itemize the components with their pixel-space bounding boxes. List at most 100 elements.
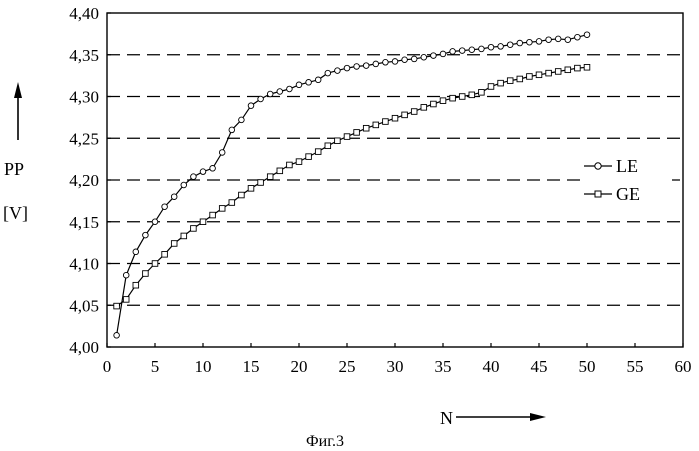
data-point-le bbox=[162, 204, 168, 210]
data-point-le bbox=[575, 34, 581, 40]
data-point-ge bbox=[392, 115, 398, 121]
data-point-le bbox=[143, 232, 149, 238]
data-point-le bbox=[431, 53, 437, 59]
x-tick-label: 0 bbox=[103, 357, 112, 376]
x-tick-label: 60 bbox=[675, 357, 692, 376]
data-point-le bbox=[133, 249, 139, 255]
data-point-le bbox=[248, 103, 254, 109]
data-point-le bbox=[469, 47, 475, 53]
data-point-le bbox=[517, 40, 523, 46]
data-point-le bbox=[200, 169, 206, 175]
x-tick-label: 40 bbox=[483, 357, 500, 376]
x-tick-label: 25 bbox=[339, 357, 356, 376]
data-point-le bbox=[229, 127, 235, 133]
y-tick-label: 4,30 bbox=[69, 88, 99, 107]
x-axis-label-group: N bbox=[440, 408, 546, 428]
data-point-le bbox=[498, 44, 504, 50]
data-point-ge bbox=[450, 95, 456, 101]
data-point-ge bbox=[431, 101, 437, 107]
data-point-ge bbox=[191, 226, 197, 232]
data-point-le bbox=[527, 39, 533, 45]
data-point-ge bbox=[527, 74, 533, 80]
data-point-ge bbox=[565, 67, 571, 73]
data-point-ge bbox=[171, 241, 177, 247]
data-point-le bbox=[287, 86, 293, 92]
x-axis-ticks: 051015202530354045505560 bbox=[103, 343, 692, 376]
data-point-le bbox=[191, 174, 197, 180]
y-axis-arrow-head bbox=[14, 82, 22, 98]
data-point-ge bbox=[287, 162, 293, 168]
data-point-ge bbox=[325, 143, 331, 149]
data-point-ge bbox=[152, 261, 158, 267]
data-point-le bbox=[440, 51, 446, 57]
data-point-le bbox=[459, 48, 465, 54]
data-point-le bbox=[171, 194, 177, 200]
data-point-le bbox=[555, 36, 561, 42]
data-point-ge bbox=[296, 159, 302, 165]
data-point-le bbox=[450, 49, 456, 55]
data-point-ge bbox=[584, 64, 590, 70]
data-point-le bbox=[306, 80, 312, 86]
data-point-le bbox=[114, 333, 120, 339]
data-point-ge bbox=[440, 98, 446, 104]
data-point-le bbox=[344, 65, 350, 71]
data-point-le bbox=[507, 42, 513, 48]
data-point-ge bbox=[239, 192, 245, 198]
data-point-ge bbox=[373, 122, 379, 128]
y-tick-label: 4,10 bbox=[69, 255, 99, 274]
data-point-ge bbox=[402, 112, 408, 118]
x-tick-label: 5 bbox=[151, 357, 160, 376]
data-point-le bbox=[335, 68, 341, 74]
data-point-le bbox=[315, 77, 321, 83]
data-point-le bbox=[488, 44, 494, 50]
data-point-ge bbox=[498, 80, 504, 86]
data-point-le bbox=[479, 46, 485, 52]
data-point-le bbox=[392, 59, 398, 65]
data-point-le bbox=[402, 57, 408, 63]
y-tick-label: 4,15 bbox=[69, 213, 99, 232]
x-tick-label: 10 bbox=[195, 357, 212, 376]
y-tick-label: 4,20 bbox=[69, 171, 99, 190]
data-point-ge bbox=[335, 138, 341, 144]
y-axis-label-line2: [V] bbox=[3, 203, 28, 223]
data-point-le bbox=[277, 89, 283, 95]
legend: LE GE bbox=[582, 153, 672, 209]
data-point-ge bbox=[354, 130, 360, 136]
data-point-le bbox=[181, 182, 187, 188]
data-point-ge bbox=[200, 219, 206, 225]
x-tick-label: 35 bbox=[435, 357, 452, 376]
legend-ge-label: GE bbox=[616, 184, 640, 204]
x-tick-label: 55 bbox=[627, 357, 644, 376]
data-point-ge bbox=[421, 105, 427, 111]
data-point-ge bbox=[267, 174, 273, 180]
y-tick-label: 4,35 bbox=[69, 46, 99, 65]
data-point-le bbox=[325, 70, 331, 76]
data-point-le bbox=[354, 64, 360, 70]
data-point-ge bbox=[143, 271, 149, 277]
data-point-ge bbox=[210, 212, 216, 218]
data-point-le bbox=[267, 91, 273, 97]
data-point-le bbox=[411, 56, 417, 62]
y-axis-ticks: 4,004,054,104,154,204,254,304,354,40 bbox=[69, 4, 111, 357]
x-tick-label: 30 bbox=[387, 357, 404, 376]
data-point-ge bbox=[229, 200, 235, 206]
data-point-ge bbox=[315, 149, 321, 155]
data-point-ge bbox=[507, 78, 513, 84]
series-line-ge bbox=[117, 67, 587, 306]
data-point-ge bbox=[469, 92, 475, 98]
data-point-ge bbox=[344, 134, 350, 140]
data-point-le bbox=[584, 32, 590, 38]
y-axis-label-line1: PP bbox=[4, 159, 24, 179]
x-axis-arrow-head bbox=[530, 413, 546, 421]
x-tick-label: 20 bbox=[291, 357, 308, 376]
data-point-ge bbox=[181, 233, 187, 239]
data-point-le bbox=[258, 96, 264, 102]
data-point-le bbox=[373, 61, 379, 67]
data-point-le bbox=[363, 63, 369, 69]
legend-le-marker bbox=[595, 163, 601, 169]
data-point-ge bbox=[123, 297, 129, 303]
data-point-le bbox=[210, 166, 216, 172]
data-point-ge bbox=[258, 180, 264, 186]
x-tick-label: 50 bbox=[579, 357, 596, 376]
